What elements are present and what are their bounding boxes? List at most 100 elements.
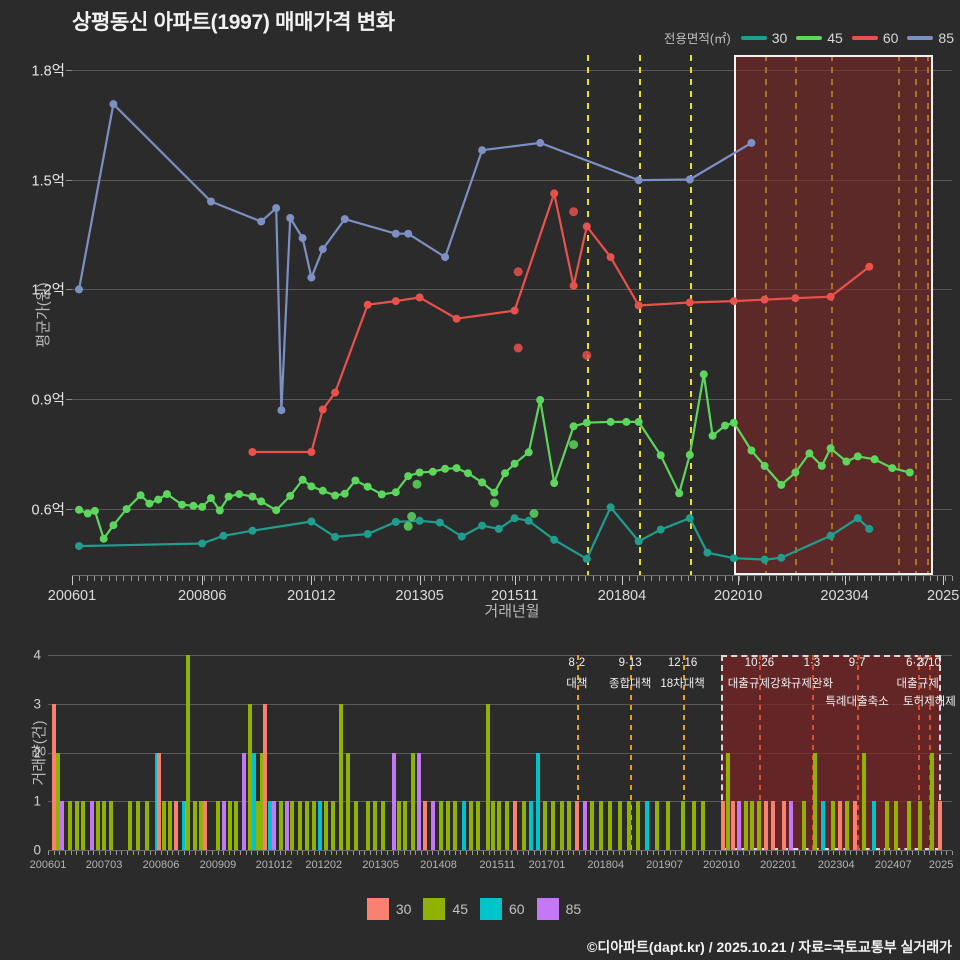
volume-bar[interactable] xyxy=(445,801,450,850)
data-point[interactable] xyxy=(791,294,800,303)
data-point[interactable] xyxy=(75,542,83,551)
data-point[interactable] xyxy=(606,503,615,512)
data-point[interactable] xyxy=(747,446,756,455)
volume-bar[interactable] xyxy=(267,801,272,850)
data-point[interactable] xyxy=(550,535,559,544)
data-point[interactable] xyxy=(307,273,316,282)
data-point[interactable] xyxy=(510,514,519,523)
data-point[interactable] xyxy=(248,492,257,501)
volume-bar[interactable] xyxy=(168,801,173,850)
data-point[interactable] xyxy=(272,204,281,213)
data-point[interactable] xyxy=(331,388,340,397)
volume-bar[interactable] xyxy=(937,801,942,850)
volume-bar[interactable] xyxy=(771,801,776,850)
data-point[interactable] xyxy=(109,521,118,530)
data-point[interactable] xyxy=(277,406,286,415)
volume-bar[interactable] xyxy=(59,801,64,850)
volume-bar[interactable] xyxy=(290,801,295,850)
volume-bar[interactable] xyxy=(566,801,571,850)
data-point[interactable] xyxy=(489,498,499,508)
data-point[interactable] xyxy=(569,440,579,450)
data-point[interactable] xyxy=(805,449,814,458)
data-point[interactable] xyxy=(272,506,281,515)
data-point[interactable] xyxy=(435,518,444,527)
data-point[interactable] xyxy=(524,516,533,525)
volume-bar[interactable] xyxy=(599,801,604,850)
legend-item-85[interactable]: 85 xyxy=(907,30,954,46)
volume-bar[interactable] xyxy=(416,752,421,850)
data-point[interactable] xyxy=(109,100,118,109)
volume-bar[interactable] xyxy=(861,752,866,850)
data-point[interactable] xyxy=(307,482,316,491)
data-point[interactable] xyxy=(582,350,592,360)
data-point[interactable] xyxy=(415,468,424,477)
data-point[interactable] xyxy=(606,417,615,426)
volume-bar[interactable] xyxy=(80,801,85,850)
volume-bar[interactable] xyxy=(391,752,396,850)
data-point[interactable] xyxy=(888,464,897,473)
volume-bar[interactable] xyxy=(820,801,825,850)
volume-bar[interactable] xyxy=(528,801,533,850)
data-point[interactable] xyxy=(145,499,154,508)
data-point[interactable] xyxy=(675,489,684,498)
data-point[interactable] xyxy=(154,495,163,504)
volume-bar[interactable] xyxy=(583,801,588,850)
volume-bar[interactable] xyxy=(830,801,835,850)
data-point[interactable] xyxy=(298,475,307,484)
volume-bar[interactable] xyxy=(744,801,749,850)
data-point[interactable] xyxy=(536,138,545,147)
data-point[interactable] xyxy=(404,229,413,238)
volume-bar[interactable] xyxy=(135,801,140,850)
data-point[interactable] xyxy=(351,476,360,485)
legend-item-60[interactable]: 60 xyxy=(851,30,898,46)
volume-bar[interactable] xyxy=(431,801,436,850)
volume-bar[interactable] xyxy=(691,801,696,850)
data-point[interactable] xyxy=(340,489,349,498)
volume-bar[interactable] xyxy=(255,801,260,850)
data-point[interactable] xyxy=(550,479,559,488)
data-point[interactable] xyxy=(817,461,826,470)
data-point[interactable] xyxy=(747,138,756,147)
data-point[interactable] xyxy=(391,488,400,497)
data-point[interactable] xyxy=(163,490,171,499)
volume-bar[interactable] xyxy=(438,801,443,850)
volume-bar[interactable] xyxy=(222,801,227,850)
volume-legend-item-45[interactable]: 45 xyxy=(423,898,468,920)
volume-legend-item-30[interactable]: 30 xyxy=(366,898,411,920)
volume-bar[interactable] xyxy=(56,752,61,850)
data-point[interactable] xyxy=(760,555,769,564)
data-point[interactable] xyxy=(198,502,207,511)
volume-bar[interactable] xyxy=(216,801,221,850)
volume-bar[interactable] xyxy=(403,801,408,850)
data-point[interactable] xyxy=(634,417,643,426)
data-point[interactable] xyxy=(198,539,207,548)
data-point[interactable] xyxy=(257,217,266,226)
volume-bar[interactable] xyxy=(635,801,640,850)
volume-bar[interactable] xyxy=(186,655,191,850)
volume-bar[interactable] xyxy=(353,801,358,850)
volume-bar[interactable] xyxy=(721,801,726,850)
data-point[interactable] xyxy=(721,421,729,430)
data-point[interactable] xyxy=(791,468,800,477)
data-point[interactable] xyxy=(513,343,523,353)
data-point[interactable] xyxy=(777,553,786,562)
volume-bar[interactable] xyxy=(476,801,481,850)
volume-bar[interactable] xyxy=(144,801,149,850)
volume-bar[interactable] xyxy=(297,801,302,850)
data-point[interactable] xyxy=(215,506,224,515)
volume-bar[interactable] xyxy=(173,801,178,850)
data-point[interactable] xyxy=(415,293,424,302)
data-point[interactable] xyxy=(407,511,417,521)
volume-bar[interactable] xyxy=(304,801,309,850)
volume-bar[interactable] xyxy=(380,801,385,850)
data-point[interactable] xyxy=(729,554,738,563)
data-point[interactable] xyxy=(865,524,874,533)
volume-bar[interactable] xyxy=(469,801,474,850)
data-point[interactable] xyxy=(136,491,145,500)
volume-bar[interactable] xyxy=(655,801,660,850)
volume-bar[interactable] xyxy=(203,801,208,850)
data-point[interactable] xyxy=(391,517,400,526)
volume-bar[interactable] xyxy=(90,801,95,850)
data-point[interactable] xyxy=(122,505,131,514)
data-point[interactable] xyxy=(656,525,665,534)
